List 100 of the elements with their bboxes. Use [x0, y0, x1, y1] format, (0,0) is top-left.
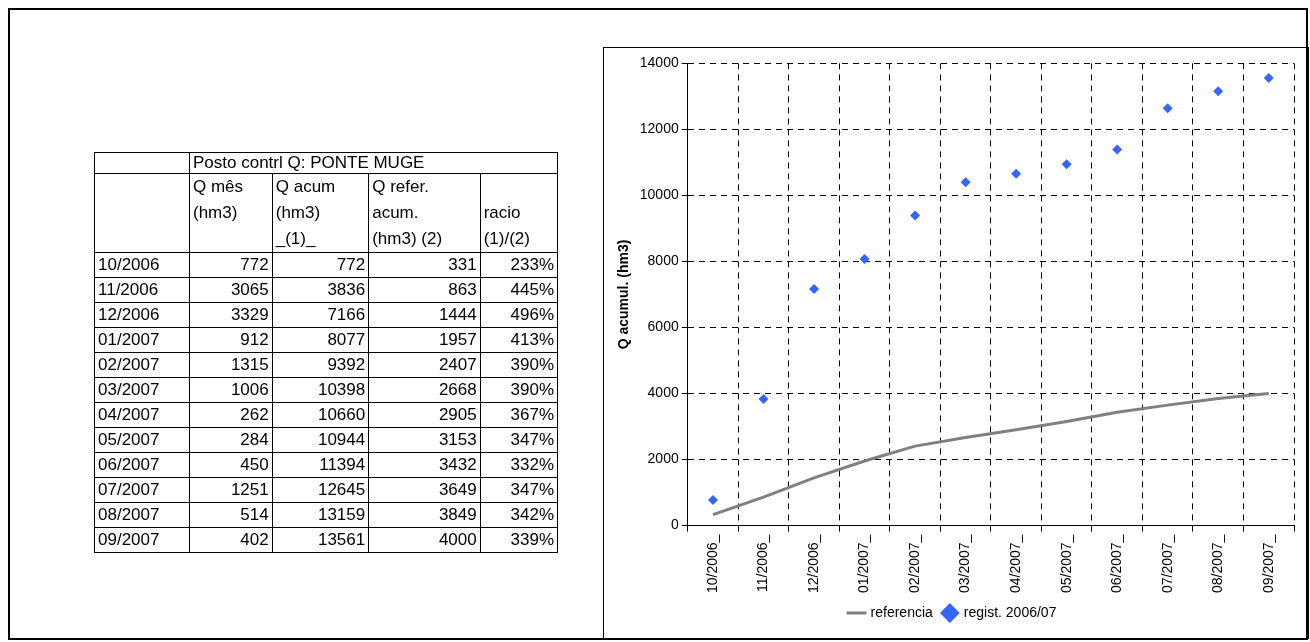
- data-label: 450: [189, 452, 273, 478]
- data-label: 1444: [368, 302, 481, 328]
- data-label: 13159: [272, 502, 369, 528]
- point: [1011, 168, 1022, 179]
- x-tick-label: 11/2006_: [754, 534, 771, 592]
- point: [859, 253, 870, 264]
- data-label: 2905: [368, 402, 481, 428]
- y-tick-label: 8000: [647, 252, 679, 269]
- category-label: 08/2007: [94, 502, 190, 528]
- data-label: 367%: [480, 402, 558, 428]
- data-label: 347%: [480, 427, 558, 453]
- x-tick-label: 07/2007_: [1158, 534, 1175, 594]
- text: racio (1)/(2): [480, 173, 558, 253]
- data-label: 3649: [368, 477, 481, 503]
- x-tick-label: 12/2006_: [804, 534, 821, 594]
- category-label: 02/2007: [94, 352, 190, 378]
- data-label: 8077: [272, 327, 369, 353]
- category-label: 03/2007: [94, 377, 190, 403]
- data-label: 2668: [368, 377, 481, 403]
- data-label: 390%: [480, 377, 558, 403]
- data-label: 10660: [272, 402, 369, 428]
- legend-label: regist. 2006/07: [963, 603, 1057, 620]
- data-label: 772: [272, 252, 369, 278]
- text: Q mês (hm3): [189, 173, 273, 253]
- y-tick-label: 2000: [647, 450, 679, 467]
- data-label: 4000: [368, 527, 481, 553]
- data-label: 233%: [480, 252, 558, 278]
- data-label: 1315: [189, 352, 273, 378]
- point: [809, 284, 820, 295]
- point: [1162, 103, 1173, 114]
- data-label: 1957: [368, 327, 481, 353]
- data-label: 3153: [368, 427, 481, 453]
- data-label: 262: [189, 402, 273, 428]
- data-label: 3836: [272, 277, 369, 303]
- data-label: 7166: [272, 302, 369, 328]
- x-tick-label: 03/2007_: [956, 534, 973, 594]
- data-label: 331: [368, 252, 481, 278]
- y-tick-label: 0: [670, 516, 679, 533]
- data-label: 10944: [272, 427, 369, 453]
- data-label: 772: [189, 252, 273, 278]
- point: [960, 177, 971, 188]
- data-label: 3065: [189, 277, 273, 303]
- y-tick-label: 14000: [639, 54, 679, 71]
- data-label: 3329: [189, 302, 273, 328]
- data-label: 863: [368, 277, 481, 303]
- data-label: 402: [189, 527, 273, 553]
- data-label: 496%: [480, 302, 558, 328]
- data-label: 912: [189, 327, 273, 353]
- data-label: 339%: [480, 527, 558, 553]
- data-label: 514: [189, 502, 273, 528]
- x-tick-label: 06/2007_: [1108, 534, 1125, 594]
- point: [1213, 86, 1224, 97]
- data-label: 11394: [272, 452, 369, 478]
- text: Q acum (hm3) _(1)_: [272, 173, 369, 253]
- data-label: 347%: [480, 477, 558, 503]
- y-tick-label: 4000: [647, 384, 679, 401]
- y-tick-label: 6000: [647, 318, 679, 335]
- point: [758, 393, 769, 404]
- category-label: 05/2007: [94, 427, 190, 453]
- point: [1112, 144, 1123, 155]
- category-label: 09/2007: [94, 527, 190, 553]
- category-label: 04/2007: [94, 402, 190, 428]
- data-label: 3849: [368, 502, 481, 528]
- y-tick-label: 10000: [639, 186, 679, 203]
- data-label: 332%: [480, 452, 558, 478]
- data-label: 2407: [368, 352, 481, 378]
- data-label: 445%: [480, 277, 558, 303]
- text: Q refer. acum. (hm3) (2): [368, 173, 481, 253]
- y-axis-title: Q acumul. (hm3): [615, 239, 632, 350]
- data-label: 3432: [368, 452, 481, 478]
- category-label: 06/2007: [94, 452, 190, 478]
- data-label: 13561: [272, 527, 369, 553]
- x-tick-label: 09/2007_: [1259, 534, 1276, 594]
- point: [910, 210, 921, 221]
- category-label: 12/2006: [94, 302, 190, 328]
- point: [1263, 72, 1274, 83]
- data-label: 1251: [189, 477, 273, 503]
- data-label: 1006: [189, 377, 273, 403]
- legend-label: referencia: [870, 603, 934, 620]
- x-tick-label: 04/2007_: [1006, 534, 1023, 594]
- x-tick-label: 01/2007_: [855, 534, 872, 594]
- data-label: 10398: [272, 377, 369, 403]
- x-tick-label: 08/2007_: [1209, 534, 1226, 594]
- point: [707, 495, 718, 506]
- category-label: 07/2007: [94, 477, 190, 503]
- point: [1061, 159, 1072, 170]
- x-tick-label: 10/2006_: [703, 534, 720, 594]
- y-tick-label: 12000: [639, 120, 679, 137]
- data-label: 342%: [480, 502, 558, 528]
- data-label: 413%: [480, 327, 558, 353]
- data-label: 9392: [272, 352, 369, 378]
- x-tick-label: 05/2007_: [1057, 534, 1074, 594]
- x-tick-label: 02/2007_: [905, 534, 922, 594]
- data-label: 12645: [272, 477, 369, 503]
- category-label: 11/2006: [94, 277, 190, 303]
- data-label: 284: [189, 427, 273, 453]
- data-label: 390%: [480, 352, 558, 378]
- text: Posto contrl Q: PONTE MUGE: [189, 152, 558, 174]
- category-label: 01/2007: [94, 327, 190, 353]
- category-label: 10/2006: [94, 252, 190, 278]
